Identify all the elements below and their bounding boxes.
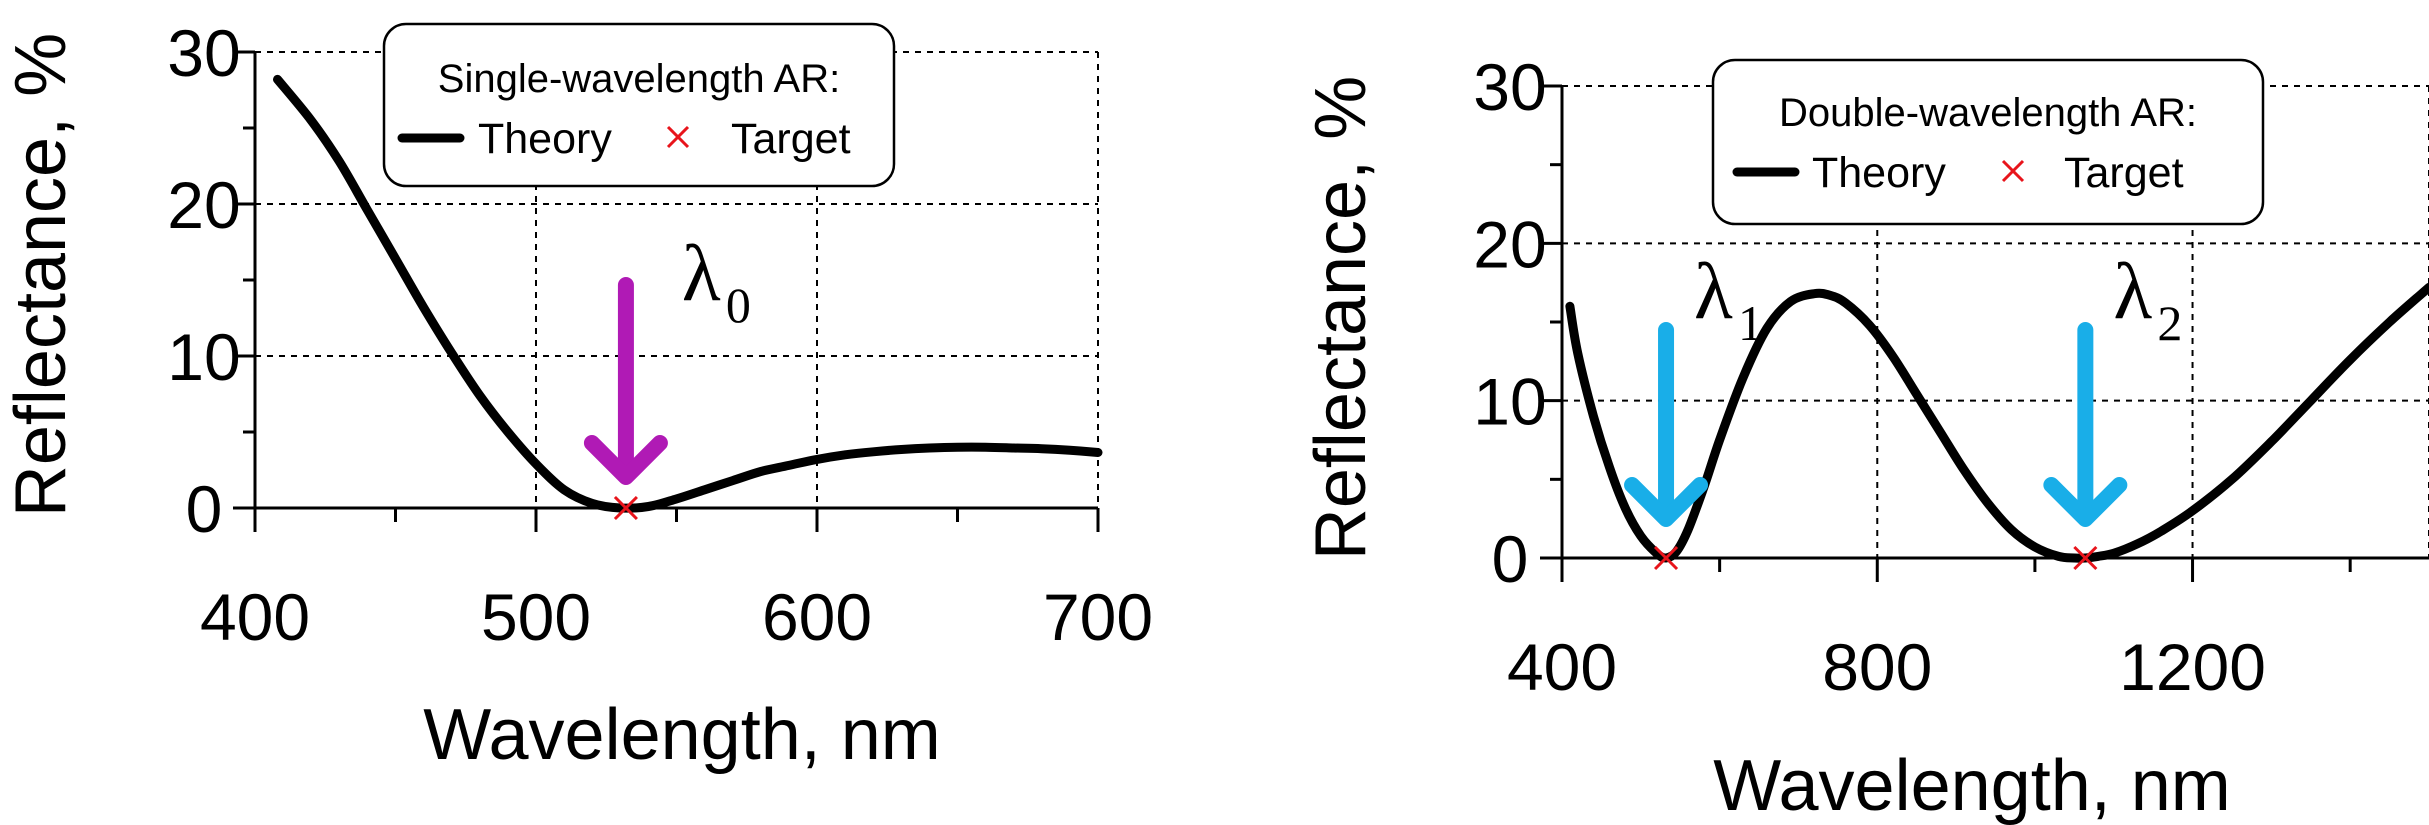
legend-box (382, 22, 896, 188)
target-marker (1653, 545, 1679, 571)
y-axis-title: Reflectance, % (1301, 76, 1381, 560)
wavelength-arrow (583, 277, 668, 485)
legend-title: Double-wavelength AR: (1779, 91, 2197, 135)
legend-theory-label: Theory (478, 115, 612, 163)
target-series (1653, 545, 2098, 571)
legend-target-marker (2001, 159, 2025, 183)
y-tick-label: 20 (167, 168, 240, 242)
wavelength-arrow (2043, 322, 2128, 527)
legend: Double-wavelength AR: Theory Target (1711, 58, 2265, 226)
theory-curve (273, 74, 1103, 513)
y-tick-label: 0 (186, 472, 223, 546)
y-tick-labels: 0 10 20 30 (167, 16, 240, 546)
chart-double-wavelength: 0 10 20 30 400 800 1200 Reflectance, % Wavele… (1301, 50, 2429, 825)
x-tick-label: 400 (1507, 630, 1617, 704)
target-marker (2073, 545, 2098, 571)
x-axis-title: Wavelength, nm (423, 695, 941, 775)
lambda-label: λ (1694, 248, 1733, 336)
legend-box (1711, 58, 2265, 226)
target-series (613, 495, 638, 521)
lambda-subscript: 2 (2157, 295, 2182, 351)
y-tick-label: 30 (1473, 50, 1546, 124)
x-tick-label: 700 (1043, 580, 1153, 654)
lambda-subscript: 1 (1738, 295, 1763, 351)
x-tick-label: 1200 (2119, 630, 2266, 704)
y-tick-label: 20 (1473, 207, 1546, 281)
lambda-subscript: 0 (726, 277, 751, 333)
legend: Single-wavelength AR: Theory Target (382, 22, 896, 188)
x-tick-label: 600 (762, 580, 872, 654)
legend-title: Single-wavelength AR: (438, 57, 840, 101)
x-tick-labels: 400 500 600 700 (200, 580, 1153, 654)
theory-curve (1565, 282, 2429, 563)
x-tick-labels: 400 800 1200 (1507, 630, 2266, 704)
y-axis-title: Reflectance, % (1, 33, 81, 517)
axes (1540, 84, 2429, 582)
theory-series (1565, 282, 2429, 563)
target-marker (613, 495, 638, 521)
y-tick-label: 10 (1473, 365, 1546, 439)
chart-single-wavelength: 0 10 20 30 400 500 600 700 Reflectance, % Wave… (1, 16, 1153, 775)
legend-target-label: Target (731, 115, 851, 163)
lambda-label: λ (2113, 248, 2152, 336)
legend-target-label: Target (2064, 149, 2184, 197)
theory-series (273, 74, 1103, 513)
y-tick-label: 10 (167, 320, 240, 394)
y-tick-label: 0 (1492, 522, 1529, 596)
y-tick-labels: 0 10 20 30 (1473, 50, 1546, 596)
axes (233, 50, 1100, 532)
x-tick-label: 800 (1822, 630, 1932, 704)
wavelength-arrow (1624, 322, 1709, 527)
legend-target-marker (666, 125, 690, 149)
x-tick-label: 400 (200, 580, 310, 654)
x-tick-label: 500 (481, 580, 591, 654)
y-tick-label: 30 (167, 16, 240, 90)
lambda-label: λ (682, 230, 721, 318)
x-axis-title: Wavelength, nm (1713, 746, 2231, 825)
legend-theory-label: Theory (1812, 149, 1946, 197)
